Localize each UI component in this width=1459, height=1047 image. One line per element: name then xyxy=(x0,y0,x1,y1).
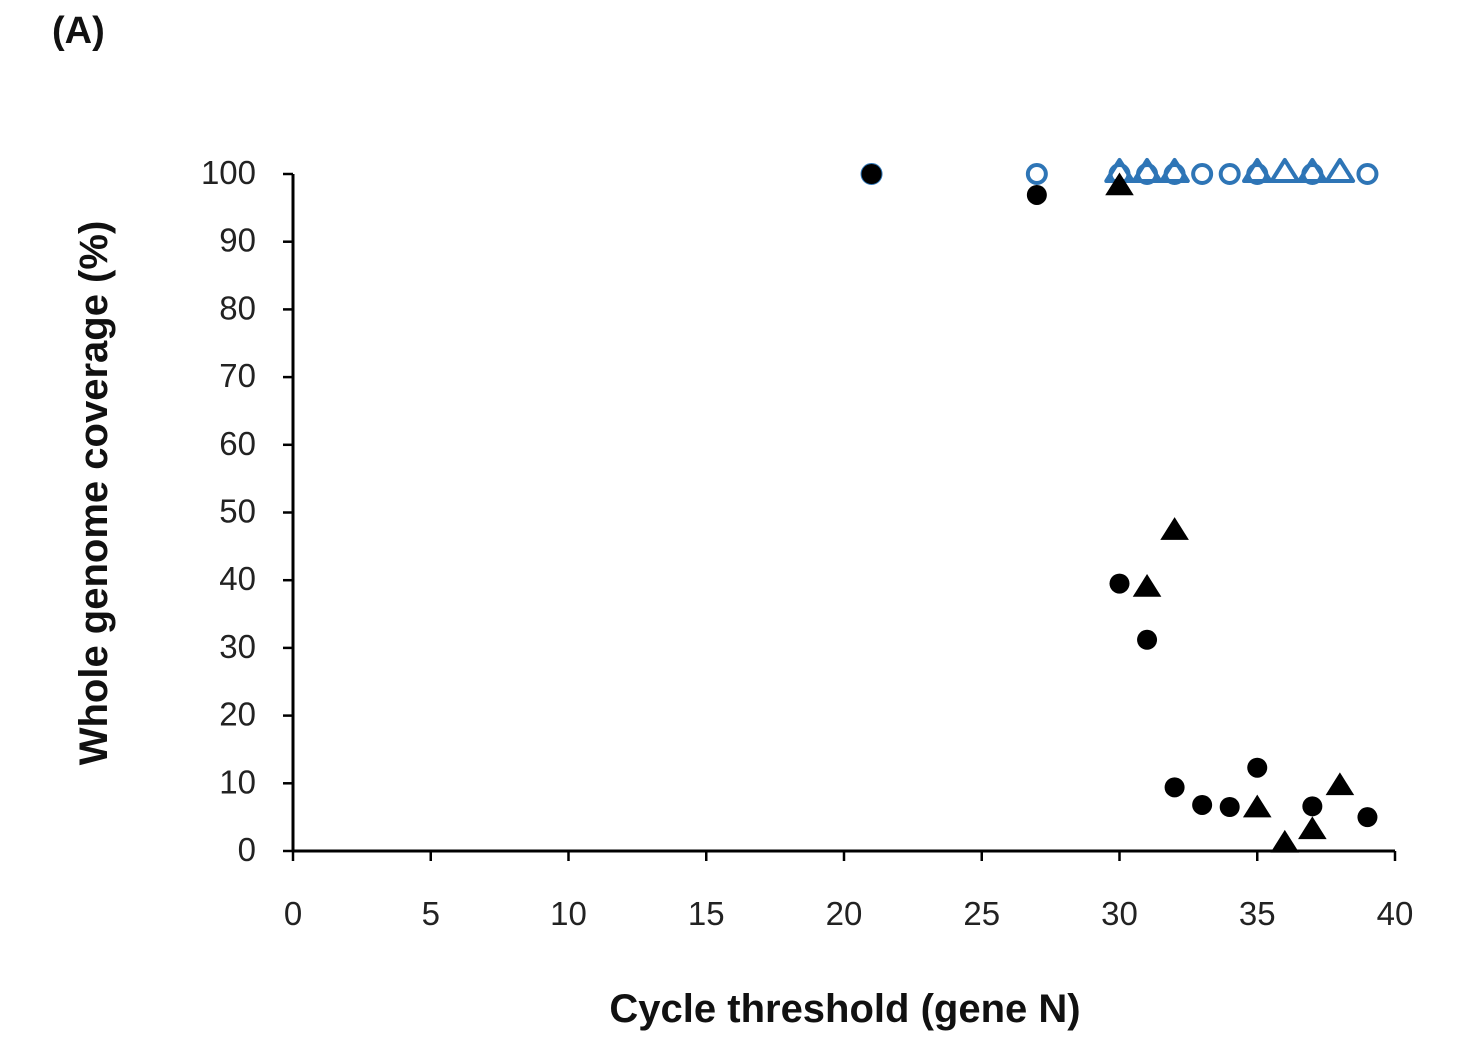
data-points xyxy=(860,158,1379,853)
x-tick-label: 5 xyxy=(422,895,440,932)
filled-circle-point xyxy=(861,164,882,184)
x-tick-label: 20 xyxy=(826,895,863,932)
open-circle-point xyxy=(1356,163,1379,185)
x-tick-label: 25 xyxy=(963,895,1000,932)
axes: 0 5 10 15 20 25 30 35 40 0 10 20 30 40 50 60 70 80 90 100 xyxy=(201,154,1413,932)
filled-circle-point xyxy=(1219,796,1240,817)
filled-circle-point xyxy=(1026,184,1047,205)
filled-triangle-point xyxy=(1242,794,1272,818)
y-tick-label: 30 xyxy=(219,628,256,665)
filled-circle-point xyxy=(1302,796,1323,817)
open-triangle-point xyxy=(1131,158,1163,183)
filled-circle-point xyxy=(1192,794,1213,815)
panel-label: (A) xyxy=(52,10,105,52)
y-tick-label: 40 xyxy=(219,560,256,597)
filled-triangle-point xyxy=(1270,829,1300,853)
filled-triangle-point xyxy=(1132,573,1162,597)
open-circle-point xyxy=(1025,163,1048,185)
x-tick-label: 15 xyxy=(688,895,725,932)
y-tick-label: 90 xyxy=(219,222,256,259)
y-tick-label: 10 xyxy=(219,763,256,800)
open-circle-point xyxy=(1218,163,1241,185)
x-tick-label: 10 xyxy=(550,895,587,932)
filled-circle-point xyxy=(1109,573,1130,594)
y-tick-label: 20 xyxy=(219,696,256,733)
open-triangle-point xyxy=(1269,158,1300,183)
y-axis-label: Whole genome coverage (%) xyxy=(72,221,116,766)
x-tick-label: 40 xyxy=(1377,895,1414,932)
x-axis-label: Cycle threshold (gene N) xyxy=(609,987,1080,1031)
filled-circle-point xyxy=(1357,807,1378,828)
x-tick-label: 30 xyxy=(1101,895,1138,932)
filled-circle-point xyxy=(1137,629,1158,650)
y-tick-label: 100 xyxy=(201,154,256,191)
open-triangle-point xyxy=(1159,158,1190,183)
filled-triangle-point xyxy=(1105,172,1134,196)
filled-circle-point xyxy=(1164,777,1185,798)
y-tick-label: 70 xyxy=(219,357,256,394)
filled-circle-point xyxy=(1247,757,1268,778)
y-tick-label: 0 xyxy=(238,831,256,868)
open-triangle-point xyxy=(1324,158,1356,183)
x-tick-label: 0 xyxy=(284,895,302,932)
open-triangle-point xyxy=(1297,158,1328,183)
filled-triangle-point xyxy=(1325,772,1355,796)
y-tick-label: 50 xyxy=(219,493,256,530)
filled-triangle-point xyxy=(1298,816,1327,840)
x-tick-label: 35 xyxy=(1239,895,1276,932)
open-triangle-point xyxy=(1242,158,1273,183)
open-circle-point xyxy=(1191,163,1214,185)
filled-triangle-point xyxy=(1160,517,1189,540)
y-tick-label: 80 xyxy=(219,289,256,326)
y-tick-label: 60 xyxy=(219,425,256,462)
